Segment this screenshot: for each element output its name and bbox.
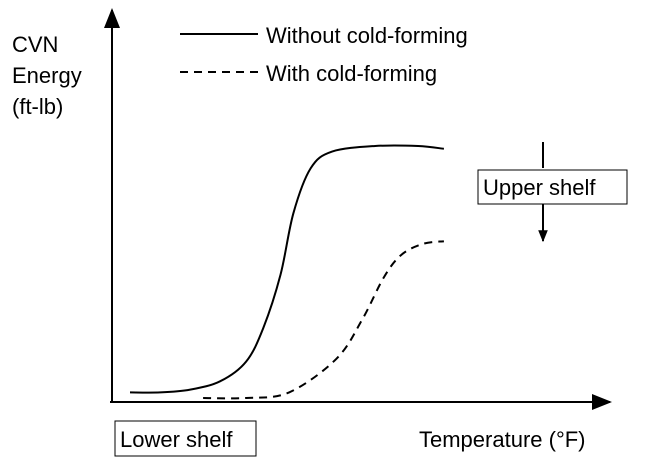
upper-shelf-label: Upper shelf bbox=[483, 175, 596, 200]
x-axis-label: Temperature (°F) bbox=[419, 427, 586, 452]
y-axis-label: CVN Energy (ft-lb) bbox=[12, 32, 82, 119]
y-axis-label-line-2: Energy bbox=[12, 63, 82, 88]
legend-label-without-cold-forming: Without cold-forming bbox=[266, 23, 468, 48]
series-layer bbox=[129, 144, 445, 400]
axes bbox=[104, 8, 612, 410]
y-axis-label-line-1: CVN bbox=[12, 32, 58, 57]
y-axis-label-line-3: (ft-lb) bbox=[12, 94, 63, 119]
legend: Without cold-forming With cold-forming bbox=[180, 23, 468, 86]
legend-label-with-cold-forming: With cold-forming bbox=[266, 61, 437, 86]
lower-shelf-label: Lower shelf bbox=[120, 427, 233, 452]
upper-shelf-annotation: Upper shelf bbox=[477, 142, 628, 243]
upper-shelf-box bbox=[477, 169, 628, 205]
series-line-with-cold-forming bbox=[203, 240, 445, 400]
lower-shelf-annotation: Lower shelf bbox=[114, 420, 257, 457]
lower-shelf-box bbox=[114, 420, 257, 457]
series-line-without-cold-forming bbox=[129, 144, 445, 394]
